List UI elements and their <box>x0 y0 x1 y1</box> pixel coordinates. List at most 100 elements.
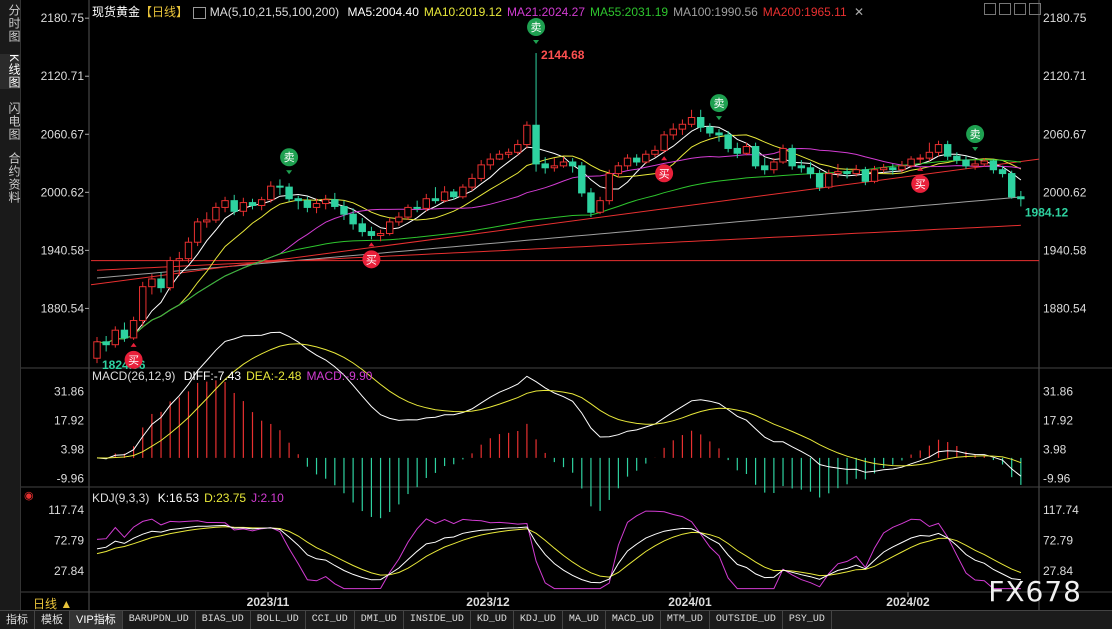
candle-body-8 <box>166 260 174 289</box>
bottom-tab-2[interactable]: VIP指标 <box>70 611 123 629</box>
candle-body-11 <box>193 221 202 243</box>
high-annotation: 2144.68 <box>541 48 585 62</box>
candle-body-53 <box>578 165 586 194</box>
kdj-value-0: K:16.53 <box>157 491 200 505</box>
last-annotation: 1984.12 <box>1025 205 1069 219</box>
bottom-tab-8[interactable]: INSIDE_UD <box>404 611 471 629</box>
candle-body-28 <box>349 213 357 225</box>
grid-icon[interactable] <box>984 3 996 15</box>
ma-value-3: MA55:2031.19 <box>590 5 669 19</box>
macd-tick-left-1: 17.92 <box>54 414 84 428</box>
candle-body-46 <box>514 144 522 153</box>
candle-body-18 <box>257 199 266 206</box>
ma-settings-icon[interactable] <box>193 6 207 19</box>
candle-body-14 <box>221 200 229 208</box>
price-tick-left-3: 2000.62 <box>41 185 85 199</box>
candle-body-44 <box>495 153 504 160</box>
kdj-tick-left-2: 27.84 <box>54 564 84 578</box>
candle-body-32 <box>386 221 394 235</box>
bottom-tab-9[interactable]: KD_UD <box>471 611 514 629</box>
period-label: 【日线】 <box>140 5 189 19</box>
price-tick-right-4: 1940.58 <box>1043 243 1087 257</box>
candle-body-82 <box>843 171 851 175</box>
signal-label-3: 卖 <box>284 151 295 164</box>
signal-marker-1 <box>362 250 381 269</box>
ma-value-5: MA200:1965.11 <box>762 5 847 19</box>
candle-body-29 <box>358 223 366 233</box>
window-icon[interactable] <box>1014 3 1026 15</box>
maximize-icon[interactable] <box>1029 3 1041 15</box>
candle-body-4 <box>129 320 138 339</box>
tab-kline-chart[interactable]: K线图 <box>0 54 21 90</box>
close-icon[interactable]: ✕ <box>853 5 865 19</box>
candle-body-63 <box>669 128 677 136</box>
candle-body-54 <box>587 192 595 213</box>
bottom-tab-0[interactable]: 指标 <box>0 611 35 629</box>
macd-dea-line <box>96 343 1022 467</box>
bottom-tab-1[interactable]: 模板 <box>35 611 70 629</box>
signal-label-7: 卖 <box>970 128 981 141</box>
candle-body-41 <box>468 177 476 188</box>
x-tick-label-1: 2023/12 <box>466 595 510 609</box>
kdj-tick-right-0: 117.74 <box>1043 503 1079 517</box>
price-tick-left-2: 2060.67 <box>41 127 85 141</box>
price-tick-left-1: 2120.71 <box>41 69 85 83</box>
candle-body-48 <box>532 124 540 165</box>
symbol-name: 现货黄金 <box>92 5 141 19</box>
bottom-tab-7[interactable]: DMI_UD <box>355 611 404 629</box>
watermark: FX678 <box>988 575 1082 608</box>
signal-arrow-2 <box>533 40 540 45</box>
candle-body-57 <box>614 165 623 175</box>
candle-body-25 <box>321 199 330 205</box>
candle-body-2 <box>111 329 119 346</box>
candle-body-69 <box>724 134 732 149</box>
macd-value-2: MACD:-9.90 <box>306 369 373 383</box>
bottom-tab-10[interactable]: KDJ_UD <box>514 611 563 629</box>
bottom-tab-6[interactable]: CCI_UD <box>306 611 355 629</box>
candle-body-78 <box>806 167 815 175</box>
candle-body-31 <box>376 233 385 236</box>
candle-body-24 <box>312 203 321 208</box>
trend-line <box>90 158 1040 286</box>
bottom-tab-11[interactable]: MA_UD <box>563 611 606 629</box>
macd-tick-left-0: 31.86 <box>54 385 84 399</box>
kdj-values: K:16.53 D:23.75 J:2.10 <box>153 491 284 505</box>
kdj-j-line <box>96 510 1021 590</box>
macd-tick-right-3: -9.96 <box>1043 472 1071 486</box>
bottom-tab-15[interactable]: PSY_UD <box>783 611 832 629</box>
ma-value-1: MA10:2019.12 <box>423 5 502 19</box>
ma-value-4: MA100:1990.56 <box>673 5 758 19</box>
candle-body-59 <box>632 157 641 163</box>
bottom-tab-5[interactable]: BOLL_UD <box>251 611 306 629</box>
candle-body-72 <box>751 146 760 167</box>
tab-flash-chart[interactable]: 闪电图 <box>7 102 21 141</box>
ma21-line <box>96 147 1021 344</box>
bottom-tab-14[interactable]: OUTSIDE_UD <box>710 611 783 629</box>
candle-body-88 <box>898 165 906 171</box>
candle-body-71 <box>742 146 751 154</box>
candle-body-5 <box>139 286 147 322</box>
candle-body-62 <box>660 134 668 151</box>
chart-header: 现货黄金【日线】 MA(5,10,21,55,100,200) MA5:2004… <box>92 3 864 20</box>
candle-body-39 <box>450 191 458 198</box>
price-tick-right-5: 1880.54 <box>1043 301 1087 315</box>
period-button[interactable]: 日线 ▲ <box>33 597 73 611</box>
candle-body-9 <box>175 258 184 262</box>
candle-body-93 <box>943 144 952 157</box>
bottom-tab-12[interactable]: MACD_UD <box>606 611 661 629</box>
kdj-params: KDJ(9,3,3) <box>92 491 150 505</box>
candle-body-98 <box>989 160 998 171</box>
tab-time-chart[interactable]: 分时图 <box>7 4 21 43</box>
candle-body-66 <box>697 117 705 128</box>
candle-body-60 <box>642 153 650 163</box>
candle-body-19 <box>267 185 275 201</box>
candle-body-67 <box>706 126 714 134</box>
kdj-tick-right-1: 72.79 <box>1043 534 1073 548</box>
bottom-tab-13[interactable]: MTM_UD <box>661 611 710 629</box>
candle-body-77 <box>797 165 806 169</box>
tab-contract-info[interactable]: 合约资料 <box>7 152 21 204</box>
layout-icon[interactable] <box>999 3 1011 15</box>
bottom-tab-3[interactable]: BARUPDN_UD <box>123 611 196 629</box>
price-chart[interactable]: 2180.75 2180.75 2120.71 2120.71 2060.67 2060.… <box>21 0 1112 610</box>
bottom-tab-4[interactable]: BIAS_UD <box>196 611 251 629</box>
